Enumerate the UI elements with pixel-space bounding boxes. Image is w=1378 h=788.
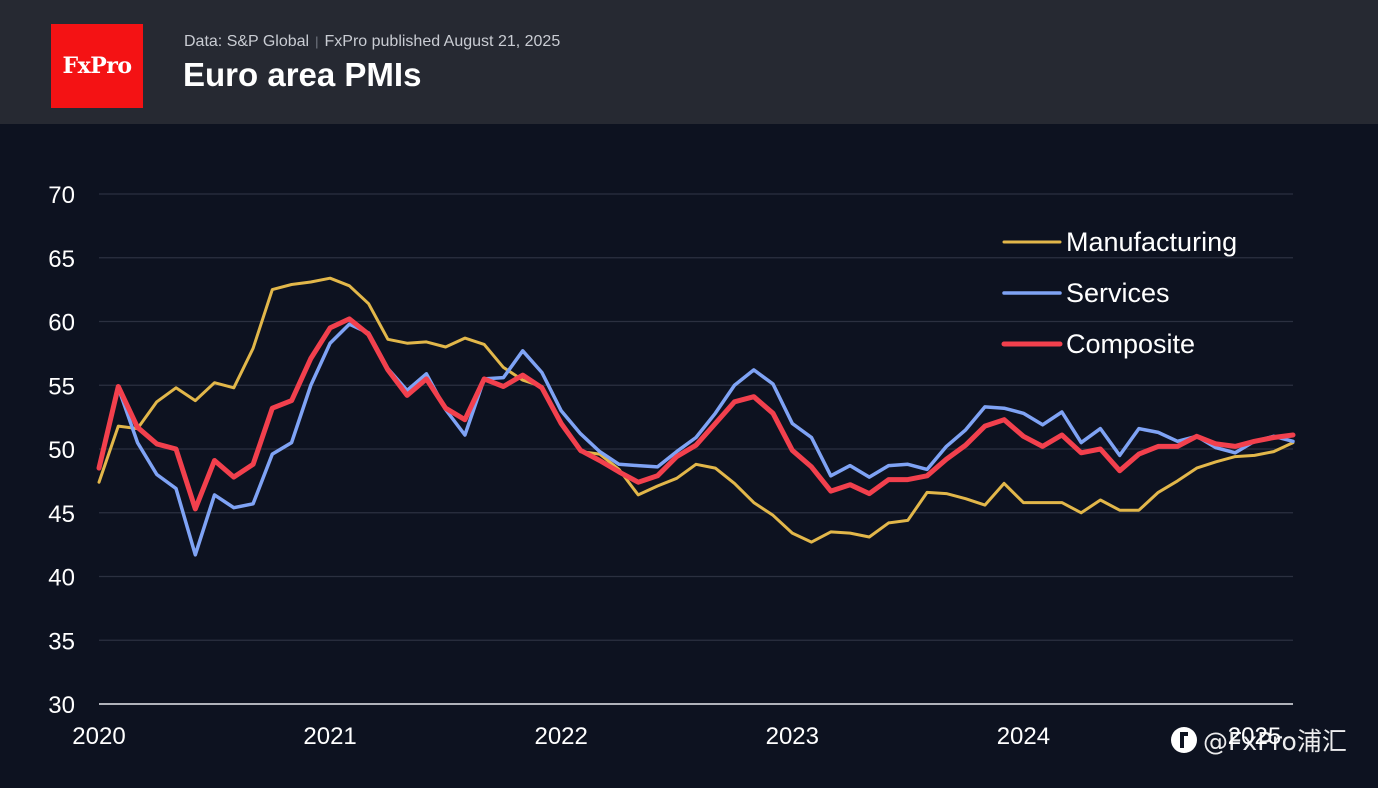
series-line-services — [97, 322, 1295, 557]
y-axis-ticks: 30 35 40 45 50 55 60 65 70 — [48, 182, 75, 719]
legend: Manufacturing Services Composite — [1001, 227, 1237, 359]
x-tick-label: 2020 — [72, 723, 125, 750]
y-tick-label: 45 — [48, 501, 75, 528]
y-tick-label: 60 — [48, 310, 75, 337]
published-date: FxPro published August 21, 2025 — [324, 33, 561, 50]
series-line-composite — [96, 316, 1296, 512]
series-lines — [96, 276, 1296, 557]
y-tick-label: 50 — [48, 437, 75, 464]
y-tick-label: 70 — [48, 182, 75, 209]
x-tick-label: 2023 — [766, 723, 819, 750]
y-tick-label: 30 — [48, 692, 75, 719]
legend-label-manufacturing: Manufacturing — [1066, 227, 1237, 257]
y-tick-label: 35 — [48, 628, 75, 655]
x-tick-label: 2024 — [997, 723, 1050, 750]
watermark: @FxPro浦汇 — [1171, 722, 1347, 758]
x-tick-label: 2022 — [534, 723, 587, 750]
weibo-icon — [1171, 727, 1197, 753]
x-axis-ticks: 2020 2021 2022 2023 2024 2025 — [72, 723, 1281, 750]
y-tick-label: 55 — [48, 373, 75, 400]
page-title: Euro area PMIs — [183, 56, 422, 93]
x-tick-label: 2025 — [1228, 723, 1281, 750]
y-tick-label: 65 — [48, 246, 75, 273]
separator: | — [315, 34, 319, 49]
legend-label-services: Services — [1066, 278, 1170, 308]
y-tick-label: 40 — [48, 565, 75, 592]
x-tick-label: 2021 — [303, 723, 356, 750]
gridlines — [99, 193, 1293, 705]
header-bar: FxPro Data: S&P Global | FxPro published A… — [0, 0, 1378, 124]
series-line-manufacturing — [97, 276, 1295, 544]
legend-label-composite: Composite — [1066, 329, 1195, 359]
fxpro-logo: FxPro — [51, 24, 143, 108]
data-source: Data: S&P Global — [184, 33, 310, 50]
source-line: Data: S&P Global | FxPro published August … — [184, 33, 560, 51]
watermark-text: @FxPro浦汇 — [1203, 727, 1347, 756]
